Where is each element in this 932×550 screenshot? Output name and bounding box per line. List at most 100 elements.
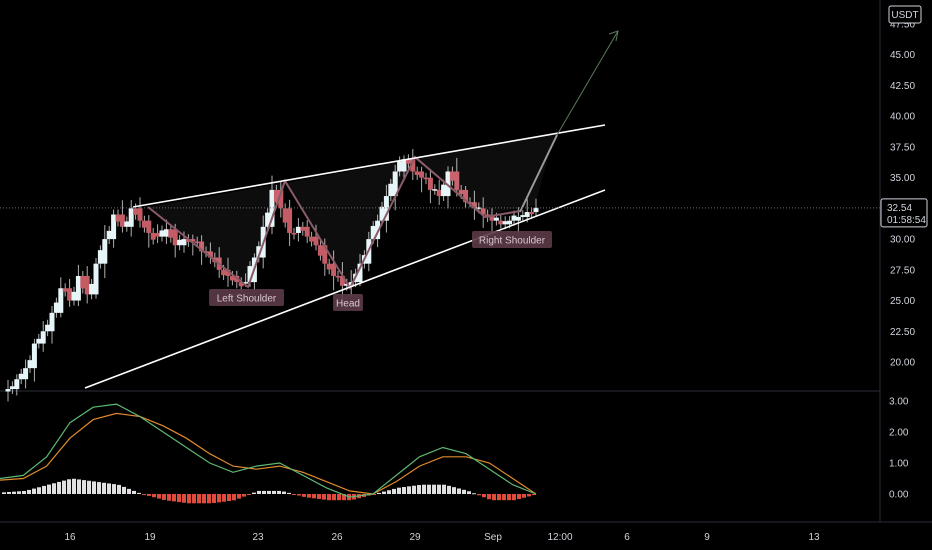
candle-body <box>18 373 24 380</box>
macd-histogram-bar <box>417 485 421 494</box>
candle-body <box>181 239 187 246</box>
macd-histogram-bar <box>252 492 256 494</box>
macd-histogram-bar <box>2 492 6 494</box>
candle-body <box>27 360 33 369</box>
macd-histogram-bar <box>42 485 46 494</box>
candle-body <box>177 239 183 246</box>
candle-body <box>9 386 15 390</box>
candle-body <box>344 283 350 286</box>
macd-line <box>0 403 537 498</box>
candle-body <box>419 171 425 178</box>
macd-histogram-bar <box>37 487 41 494</box>
pattern-outline <box>147 155 521 291</box>
candle-body <box>414 171 420 175</box>
candle-body <box>383 196 389 221</box>
macd-histogram-bar <box>217 494 221 503</box>
macd-histogram-bar <box>207 494 211 504</box>
candle-body <box>172 229 178 246</box>
candle-body <box>458 189 464 195</box>
macd-histogram-bar <box>382 491 386 494</box>
date-tick-label: 12:00 <box>547 532 572 543</box>
macd-histogram-bar <box>102 482 106 494</box>
candle-body <box>265 212 271 227</box>
candle-body <box>291 232 297 235</box>
grid-lines <box>0 0 932 523</box>
macd-signal-line <box>0 412 537 495</box>
macd-histogram-bar <box>432 484 436 494</box>
label-left-shoulder-bg <box>209 289 284 306</box>
candle-body <box>278 189 284 209</box>
candle-body <box>397 161 403 172</box>
date-tick-label: 9 <box>704 532 710 543</box>
macd-histogram-bar <box>132 490 136 494</box>
macd-histogram-bar <box>437 484 441 494</box>
candle-body <box>493 217 499 221</box>
macd-histogram-bar <box>502 494 506 501</box>
macd-histogram-bar <box>447 485 451 494</box>
candle-body <box>436 189 442 197</box>
countdown-timer: 01:58:54 <box>887 215 926 226</box>
candle-body <box>111 214 117 240</box>
date-tick-label: 19 <box>144 532 156 543</box>
candle-body <box>454 171 460 190</box>
time-axis[interactable]: 16 19 23 26 29 Sep 12:00 6 9 13 <box>64 532 820 543</box>
price-tick-label: 42.50 <box>890 81 915 92</box>
candle-body <box>97 250 103 264</box>
macd-tick-label: 1.00 <box>889 459 909 470</box>
macd-histogram-bar <box>67 479 71 494</box>
macd-histogram-bar <box>7 491 11 494</box>
candle-body <box>247 266 253 283</box>
candle-body <box>225 269 231 276</box>
macd-histogram-bar <box>22 490 26 494</box>
macd-histogram-bar <box>472 493 476 495</box>
head-shoulders-pattern <box>0 30 880 389</box>
date-tick-label: Sep <box>484 532 502 543</box>
candle-body <box>106 230 112 240</box>
candle-body <box>159 230 165 237</box>
candle-body <box>146 220 152 233</box>
price-tick-label: 37.50 <box>890 142 915 153</box>
macd-histogram-bar <box>212 494 216 503</box>
candle-body <box>432 189 438 191</box>
candle-body <box>370 225 376 240</box>
candle-body <box>31 343 37 369</box>
macd-tick-label: 3.00 <box>889 397 909 408</box>
macd-histogram-bar <box>77 479 81 494</box>
macd-histogram-bar <box>497 494 501 501</box>
macd-histogram-bar <box>257 490 261 494</box>
candle-body <box>150 232 156 240</box>
date-tick-label: 23 <box>252 532 264 543</box>
price-axis[interactable]: 47.5045.0042.5040.0037.5035.0032.5030.00… <box>888 5 922 501</box>
macd-histogram-bar <box>47 484 51 494</box>
last-price-badge <box>880 198 928 228</box>
macd-tick-label: 2.00 <box>889 428 909 439</box>
candle-body <box>194 241 200 244</box>
macd-histogram-bar <box>197 494 201 504</box>
macd-histogram-bar <box>427 484 431 494</box>
candle-body <box>445 171 451 197</box>
label-right-shoulder: Right Shoulder <box>479 236 546 247</box>
candle-body <box>304 226 310 237</box>
candle-body <box>115 214 121 222</box>
candle-body <box>36 338 42 344</box>
candle-body <box>75 275 81 301</box>
candle-body <box>23 368 29 380</box>
macd-histogram-bar <box>32 488 36 494</box>
candle-body <box>49 312 55 332</box>
candle-body <box>53 302 59 313</box>
candle-body <box>441 184 447 197</box>
candle-body <box>155 232 161 237</box>
candle-body <box>102 239 108 264</box>
macd-histogram-bar <box>242 494 246 497</box>
candle-body <box>256 246 262 258</box>
candle-body <box>273 189 279 203</box>
candle-body <box>309 236 315 242</box>
candle-body <box>388 183 394 197</box>
candle-body <box>322 245 328 264</box>
candle-body <box>295 226 301 233</box>
macd-histogram-bar <box>247 494 251 495</box>
label-head: Head <box>336 299 360 310</box>
candle-body <box>168 229 174 238</box>
macd-histogram-bar <box>87 480 91 494</box>
